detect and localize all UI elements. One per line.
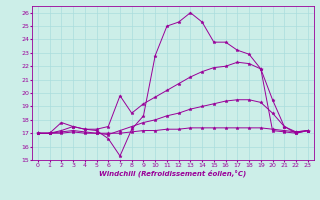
X-axis label: Windchill (Refroidissement éolien,°C): Windchill (Refroidissement éolien,°C) [99,170,246,177]
